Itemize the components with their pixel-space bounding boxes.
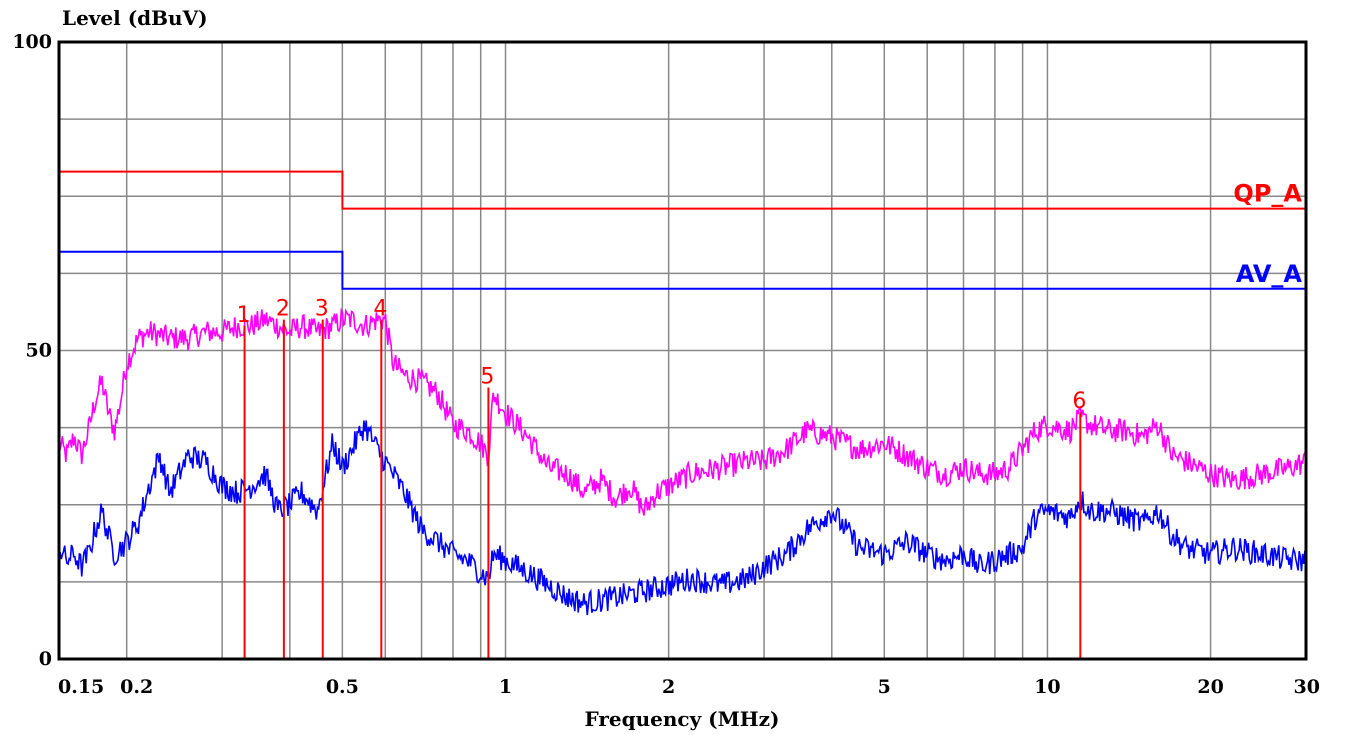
y-axis-title: Level (dBuV) <box>62 6 208 30</box>
series-trace-1 <box>58 307 1307 516</box>
marker-label-2: 2 <box>276 297 290 322</box>
x-tick-label: 5 <box>878 676 891 698</box>
x-tick-label: 2 <box>662 676 675 698</box>
x-axis-title: Frequency (MHz) <box>585 707 780 731</box>
x-tick-label: 20 <box>1197 676 1223 698</box>
series-traces <box>58 307 1307 616</box>
marker-label-6: 6 <box>1072 389 1086 414</box>
x-tick-label: 0.5 <box>326 676 359 698</box>
y-tick-label: 100 <box>12 31 52 53</box>
x-tick-label: 1 <box>499 676 512 698</box>
y-tick-label: 0 <box>39 648 52 670</box>
markers: 1 2 3 4 5 6 <box>237 297 1086 659</box>
marker-label-1: 1 <box>237 303 251 328</box>
marker-label-4: 4 <box>373 297 387 322</box>
limit-line-qp_a <box>59 170 1306 210</box>
x-tick-label: 0.15 <box>58 676 104 698</box>
limit-lines: QP_A AV_A <box>59 170 1306 290</box>
limit-line-av_a <box>59 250 1306 290</box>
series-trace-2 <box>58 420 1307 616</box>
limit-label-av_a: AV_A <box>1236 260 1303 288</box>
limit-label-qp_a: QP_A <box>1233 180 1302 208</box>
marker-label-5: 5 <box>480 365 494 390</box>
x-tick-label: 0.2 <box>120 676 153 698</box>
grid <box>59 42 1306 659</box>
plot-frame <box>57 40 1308 661</box>
x-tick-label: 30 <box>1294 676 1320 698</box>
y-tick-label: 50 <box>26 340 52 362</box>
marker-label-3: 3 <box>315 297 329 322</box>
x-tick-label: 10 <box>1034 676 1060 698</box>
